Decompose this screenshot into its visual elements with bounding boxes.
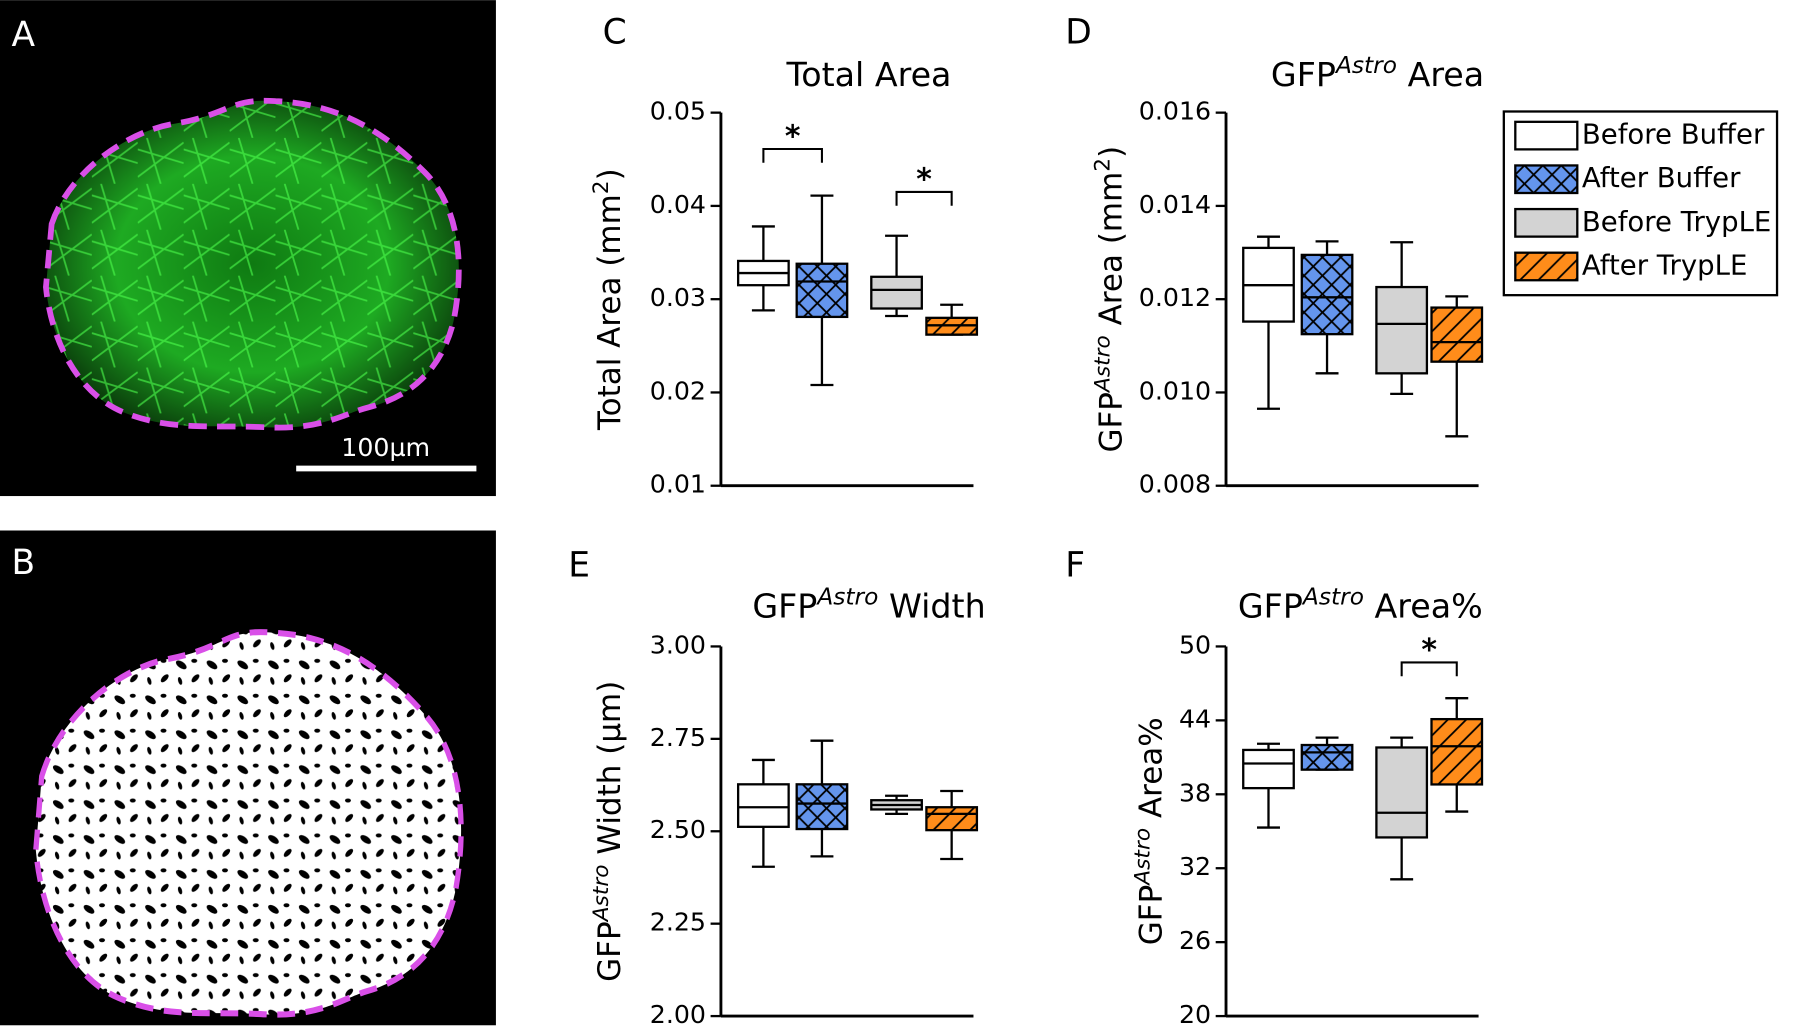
text-part: Astro: [815, 583, 878, 610]
text-part: Width: [878, 587, 985, 626]
y-tick-label: 2.50: [650, 815, 706, 844]
y-axis-label: Total Area (mm2): [588, 168, 628, 431]
y-tick-label: 26: [1179, 926, 1211, 955]
y-tick-label: 0.012: [1139, 283, 1211, 312]
text-part: Total Area (mm: [592, 194, 628, 431]
significance-bracket: [1400, 661, 1458, 677]
box: [1430, 306, 1484, 363]
y-tick-label: 38: [1179, 778, 1211, 807]
box: [925, 806, 979, 832]
y-tick-label: 44: [1179, 704, 1211, 733]
y-axis-label: GFPAstro Area (mm2): [1090, 146, 1130, 453]
significance-bracket: [762, 147, 823, 163]
outline: [43, 97, 462, 431]
y-tick-label: 50: [1179, 630, 1211, 659]
text-part: GFP: [1238, 587, 1303, 626]
chart-title: GFPAstro Width: [752, 583, 985, 626]
text-part: Area (mm: [1094, 172, 1130, 335]
y-tick-label: 0.010: [1139, 376, 1211, 405]
fibers: [45, 100, 459, 428]
text-part: ): [592, 168, 628, 180]
legend-swatch: [1514, 164, 1579, 195]
text-part: Astro: [1130, 828, 1155, 887]
box: [795, 262, 849, 319]
text-part: 2: [588, 180, 613, 194]
legend-swatch: [1514, 251, 1579, 282]
y-tick-label: 20: [1179, 1000, 1211, 1029]
image-a: 100µm A: [0, 0, 496, 497]
y-tick-label: 2.75: [650, 723, 706, 752]
text-part: Width (µm): [592, 681, 628, 865]
box: [1375, 285, 1429, 375]
text-part: Astro: [588, 864, 613, 923]
text-part: ): [1094, 146, 1130, 158]
text-part: 2: [1090, 158, 1115, 172]
legend-swatch: [1514, 120, 1579, 151]
text-part: Area%: [1364, 587, 1483, 626]
legend-label: Before TrypLE: [1582, 206, 1771, 238]
y-axis-label: GFPAstro Area%: [1130, 717, 1169, 945]
panel-letter: A: [11, 15, 35, 55]
text-part: Astro: [1301, 583, 1364, 610]
box: [795, 783, 849, 831]
text-part: Astro: [1090, 335, 1115, 394]
y-tick-label: 0.008: [1139, 470, 1211, 499]
scale-bar-label: 100µm: [341, 433, 430, 462]
significance-label: *: [916, 163, 932, 198]
text-part: GFP: [1271, 55, 1336, 94]
y-tick-label: 0.05: [650, 97, 706, 126]
text-part: Astro: [1334, 52, 1397, 79]
legend-label: After TrypLE: [1582, 249, 1748, 281]
box: [1300, 743, 1354, 771]
box: [1430, 717, 1484, 786]
y-tick-label: 0.014: [1139, 190, 1211, 219]
y-tick-label: 0.03: [650, 283, 706, 312]
panel-letter: C: [603, 13, 627, 53]
text-part: GFP: [752, 587, 817, 626]
y-tick-label: 3.00: [650, 630, 706, 659]
chart-title: Total Area: [786, 55, 952, 94]
text-part: GFP: [1134, 885, 1170, 946]
panel-letter: E: [568, 545, 590, 585]
y-tick-label: 2.25: [650, 908, 706, 937]
chart-title: GFPAstro Area%: [1238, 583, 1483, 626]
y-tick-label: 0.016: [1139, 97, 1211, 126]
text-part: Area%: [1134, 717, 1170, 828]
significance-bracket: [895, 190, 953, 206]
legend-label: Before Buffer: [1582, 119, 1765, 151]
box: [736, 783, 790, 828]
chart-title: GFPAstro Area: [1271, 52, 1484, 95]
panel-letter: D: [1065, 13, 1092, 53]
y-tick-label: 0.04: [650, 190, 706, 219]
y-axis-label: GFPAstro Width (µm): [588, 681, 628, 982]
segmentation: [33, 629, 464, 1018]
y-tick-label: 0.01: [650, 470, 706, 499]
y-tick-label: 0.02: [650, 376, 706, 405]
y-tick-label: 2.00: [650, 1000, 706, 1029]
text-part: GFP: [592, 921, 628, 982]
legend-swatch: [1514, 207, 1579, 238]
chart: C Total Area Total Area (mm2) 0.01 0.02 0.03 0…: [588, 13, 979, 499]
y-tick-label: 32: [1179, 852, 1211, 881]
text-part: Area: [1397, 55, 1484, 94]
box: [1375, 746, 1429, 839]
significance-label: *: [1421, 633, 1437, 668]
legend-label: After Buffer: [1582, 162, 1741, 194]
box: [870, 275, 923, 310]
significance-label: *: [785, 120, 801, 155]
text-part: Total Area: [786, 55, 952, 94]
panel-letter: F: [1065, 545, 1085, 585]
image-b: B: [0, 530, 496, 1026]
text-part: GFP: [1094, 392, 1130, 453]
box: [1300, 253, 1354, 336]
panel-letter: B: [11, 543, 35, 583]
box: [1242, 748, 1295, 790]
